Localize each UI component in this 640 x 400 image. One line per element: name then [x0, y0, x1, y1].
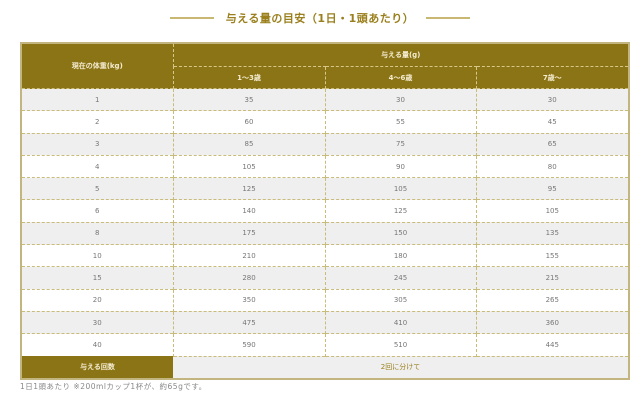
- weight-cell: 10: [21, 244, 173, 267]
- amount-cell: 35: [172, 87, 325, 111]
- amount-cell: 215: [475, 266, 630, 290]
- title-divider-right: [426, 17, 471, 19]
- frequency-value: 2回に分けて: [173, 355, 630, 380]
- feeding-amount-table: 現在の体重(kg) 与える量(g) 1〜3歳 4〜6歳 7歳〜 1 35 30 …: [20, 42, 631, 381]
- amount-cell: 105: [475, 199, 630, 223]
- amount-cell: 155: [475, 244, 630, 267]
- table-row: 30 475 410 360: [21, 310, 630, 334]
- table-row: 40 590 510 445: [21, 333, 630, 357]
- amount-cell: 590: [172, 333, 325, 357]
- table-row: 2 60 55 45: [21, 110, 630, 134]
- amount-cell: 80: [475, 154, 630, 178]
- weight-cell: 8: [21, 221, 173, 245]
- amount-cell: 445: [475, 333, 630, 357]
- weight-column-header: 現在の体重(kg): [21, 43, 174, 89]
- feeding-guide-title: 与える量の目安（1日・1頭あたり）: [225, 12, 415, 25]
- weight-cell: 20: [21, 288, 173, 312]
- weight-cell: 6: [21, 199, 173, 223]
- amount-cell: 105: [172, 154, 325, 178]
- title-divider-left: [169, 17, 214, 19]
- amount-cell: 510: [324, 333, 476, 357]
- footnote: 1日1頭あたり ※200mlカップ1杯が、約65gです。: [20, 382, 207, 391]
- amount-cell: 180: [324, 244, 476, 267]
- weight-cell: 2: [21, 110, 173, 134]
- amount-cell: 305: [324, 288, 476, 312]
- amount-cell: 65: [475, 132, 630, 156]
- weight-cell: 5: [21, 177, 173, 200]
- amount-cell: 140: [172, 199, 325, 223]
- amount-cell: 125: [172, 177, 325, 200]
- amount-cell: 75: [324, 132, 476, 156]
- table-row: 5 125 105 95: [21, 177, 630, 200]
- amount-cell: 245: [324, 266, 476, 290]
- age-column-1-3: 1〜3歳: [173, 66, 325, 89]
- amount-column-header: 与える量(g): [173, 43, 630, 67]
- weight-cell: 30: [21, 310, 173, 334]
- age-column-4-6: 4〜6歳: [324, 66, 476, 89]
- table-row: 8 175 150 135: [21, 221, 630, 245]
- table-row: 3 85 75 65: [21, 132, 630, 156]
- amount-cell: 280: [172, 266, 325, 290]
- amount-cell: 360: [475, 310, 630, 334]
- amount-cell: 30: [324, 87, 476, 111]
- weight-cell: 40: [21, 333, 173, 357]
- amount-cell: 125: [324, 199, 476, 223]
- amount-cell: 150: [324, 221, 476, 245]
- amount-cell: 210: [172, 244, 325, 267]
- frequency-label: 与える回数: [21, 356, 173, 380]
- weight-cell: 3: [21, 132, 173, 156]
- weight-cell: 15: [21, 266, 173, 290]
- amount-cell: 85: [172, 132, 325, 156]
- age-column-7-plus: 7歳〜: [475, 66, 630, 89]
- table-row: 1 35 30 30: [21, 87, 630, 111]
- table-row: 4 105 90 80: [21, 154, 630, 178]
- amount-cell: 45: [475, 110, 630, 134]
- table-row: 20 350 305 265: [21, 288, 630, 312]
- amount-cell: 135: [475, 221, 630, 245]
- amount-cell: 95: [475, 177, 630, 200]
- weight-cell: 4: [21, 154, 173, 178]
- amount-cell: 105: [324, 177, 476, 200]
- table-row: 15 280 245 215: [21, 266, 630, 290]
- amount-cell: 60: [172, 110, 325, 134]
- frequency-row: 与える回数 2回に分けて: [21, 355, 630, 380]
- amount-cell: 410: [324, 310, 476, 334]
- amount-cell: 350: [172, 288, 325, 312]
- amount-cell: 475: [172, 310, 325, 334]
- amount-cell: 175: [172, 221, 325, 245]
- table-row: 6 140 125 105: [21, 199, 630, 223]
- amount-cell: 30: [475, 87, 630, 111]
- amount-cell: 265: [475, 288, 630, 312]
- table-row: 10 210 180 155: [21, 244, 630, 267]
- section-title: 与える量の目安（1日・1頭あたり）: [0, 8, 640, 28]
- amount-cell: 90: [324, 154, 476, 178]
- weight-cell: 1: [21, 87, 173, 111]
- amount-cell: 55: [324, 110, 476, 134]
